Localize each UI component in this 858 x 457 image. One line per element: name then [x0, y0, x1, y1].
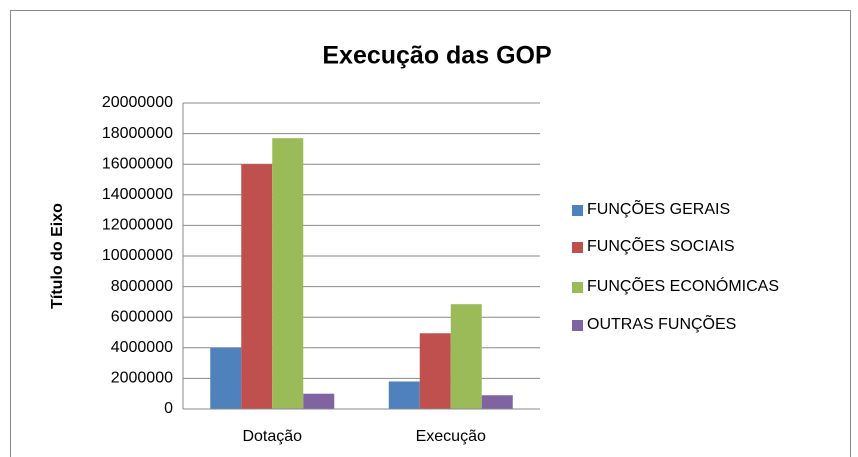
bar	[303, 393, 335, 409]
bar	[272, 138, 304, 409]
y-tick-label: 10000000	[102, 247, 173, 264]
y-tick-label: 20000000	[102, 94, 173, 111]
y-tick-label: 12000000	[102, 217, 173, 234]
bar	[419, 333, 451, 409]
legend-swatch	[572, 282, 583, 293]
bar	[481, 395, 513, 409]
legend-label: FUNÇÕES SOCIAIS	[587, 235, 735, 255]
legend-label: OUTRAS FUNÇÕES	[587, 313, 736, 333]
y-axis-title: Título do Eixo	[49, 203, 66, 309]
y-tick-label: 4000000	[111, 339, 173, 356]
legend-swatch	[572, 320, 583, 331]
x-tick-label: Execução	[416, 428, 486, 445]
y-tick-label: 18000000	[102, 125, 173, 142]
y-tick-label: 0	[164, 400, 173, 417]
bar	[210, 347, 242, 409]
bar	[450, 304, 482, 409]
y-tick-label: 8000000	[111, 278, 173, 295]
x-tick-label: Dotação	[242, 428, 302, 445]
chart-title: Execução das GOP	[322, 42, 551, 70]
legend-swatch	[572, 242, 583, 253]
y-tick-label: 6000000	[111, 308, 173, 325]
legend-label: FUNÇÕES ECONÓMICAS	[587, 275, 779, 295]
y-tick-label: 2000000	[111, 370, 173, 387]
y-tick-label: 16000000	[102, 155, 173, 172]
y-tick-label: 14000000	[102, 186, 173, 203]
bar	[241, 164, 273, 409]
legend-swatch	[572, 205, 583, 216]
legend-label: FUNÇÕES GERAIS	[587, 198, 730, 218]
bar	[388, 381, 420, 409]
